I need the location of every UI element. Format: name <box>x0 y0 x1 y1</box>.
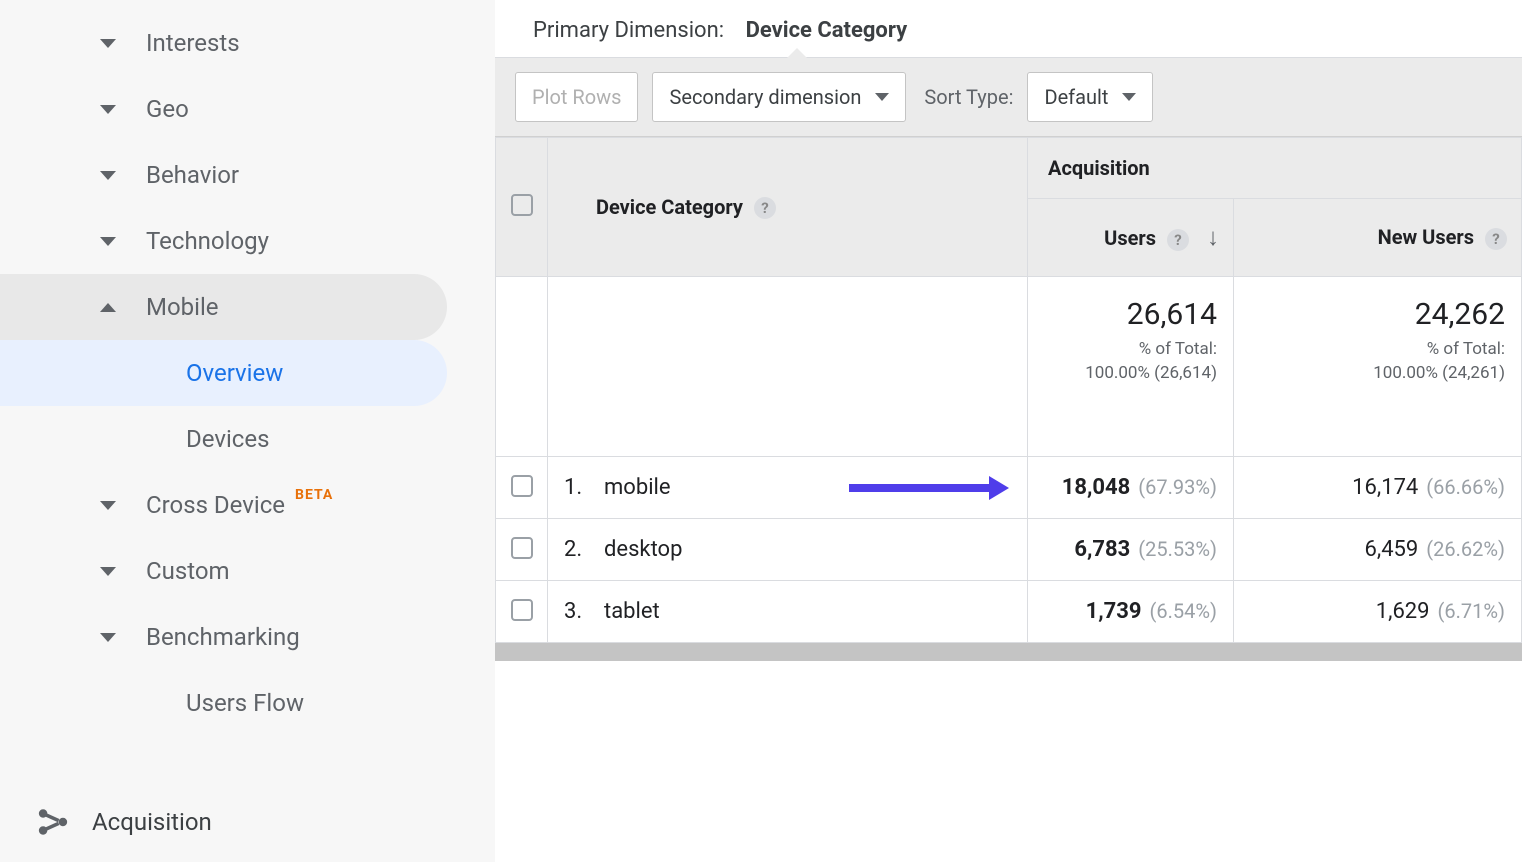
data-table: Device Category ? Acquisition Users ?↓ N… <box>495 137 1522 643</box>
checkbox-icon <box>511 194 533 216</box>
table-row[interactable]: 1.mobile 18,048(67.93%) 16,174(66.66%) <box>496 457 1522 519</box>
sidebar-item-label: Custom <box>146 557 230 585</box>
chevron-down-icon <box>1122 93 1136 101</box>
plot-rows-button[interactable]: Plot Rows <box>515 72 638 122</box>
sidebar-item-benchmarking[interactable]: Benchmarking <box>0 604 447 670</box>
main-content: Primary Dimension: Device Category Plot … <box>495 0 1522 862</box>
primary-dimension-bar: Primary Dimension: Device Category <box>495 0 1522 58</box>
chevron-down-icon <box>100 633 116 642</box>
sidebar-item-label: Mobile <box>146 293 219 321</box>
sidebar-item-custom[interactable]: Custom <box>0 538 447 604</box>
row-checkbox[interactable] <box>511 475 533 497</box>
primary-dimension-value[interactable]: Device Category <box>746 18 908 43</box>
section-acquisition[interactable]: Acquisition <box>0 782 495 862</box>
column-header-new-users[interactable]: New Users ? <box>1234 199 1522 277</box>
sidebar-item-label: Benchmarking <box>146 623 300 651</box>
sort-type-label: Sort Type: <box>924 85 1013 109</box>
help-icon[interactable]: ? <box>1485 228 1507 250</box>
sidebar-item-users-flow[interactable]: Users Flow <box>0 670 447 736</box>
sidebar-item-behavior[interactable]: Behavior <box>0 142 447 208</box>
chevron-down-icon <box>100 39 116 48</box>
sidebar-item-interests[interactable]: Interests <box>0 10 447 76</box>
select-all-header[interactable] <box>496 138 548 277</box>
data-table-wrap: Device Category ? Acquisition Users ?↓ N… <box>495 137 1522 862</box>
sidebar-item-devices[interactable]: Devices <box>0 406 447 472</box>
sort-type-select[interactable]: Default <box>1027 72 1153 122</box>
sidebar-item-label: Cross Device <box>146 491 285 519</box>
sidebar-item-technology[interactable]: Technology <box>0 208 447 274</box>
sidebar-item-cross-device[interactable]: Cross Device BETA <box>0 472 447 538</box>
sidebar-item-label: Devices <box>186 425 269 453</box>
horizontal-scrollbar[interactable] <box>495 643 1522 661</box>
sidebar-item-label: Geo <box>146 95 189 123</box>
table-toolbar: Plot Rows Secondary dimension Sort Type:… <box>495 58 1522 137</box>
row-checkbox[interactable] <box>511 599 533 621</box>
dimension-value[interactable]: desktop <box>604 537 682 562</box>
primary-dimension-label: Primary Dimension: <box>533 18 724 43</box>
section-label: Acquisition <box>92 808 212 836</box>
acquisition-icon <box>36 805 70 839</box>
summary-users: 26,614 % of Total:100.00% (26,614) <box>1028 277 1234 457</box>
chevron-up-icon <box>100 303 116 312</box>
help-icon[interactable]: ? <box>1167 229 1189 251</box>
dimension-value[interactable]: mobile <box>604 475 671 500</box>
sidebar-item-label: Behavior <box>146 161 239 189</box>
beta-badge: BETA <box>295 487 333 503</box>
column-header-users[interactable]: Users ?↓ <box>1028 199 1234 277</box>
sidebar-item-label: Users Flow <box>186 689 304 717</box>
column-header-device-category[interactable]: Device Category ? <box>548 138 1028 277</box>
chevron-down-icon <box>875 93 889 101</box>
chevron-down-icon <box>100 501 116 510</box>
chevron-down-icon <box>100 237 116 246</box>
summary-row: 26,614 % of Total:100.00% (26,614) 24,26… <box>496 277 1522 457</box>
chevron-down-icon <box>100 567 116 576</box>
sidebar-item-overview[interactable]: Overview <box>0 340 447 406</box>
nav-list: Interests Geo Behavior Technology Mobile… <box>0 10 495 752</box>
table-row[interactable]: 2.desktop 6,783(25.53%) 6,459(26.62%) <box>496 519 1522 581</box>
sidebar-item-mobile[interactable]: Mobile <box>0 274 447 340</box>
sidebar: Interests Geo Behavior Technology Mobile… <box>0 0 495 862</box>
column-group-acquisition: Acquisition <box>1028 138 1522 199</box>
help-icon[interactable]: ? <box>754 197 776 219</box>
sidebar-item-label: Interests <box>146 29 240 57</box>
dimension-value[interactable]: tablet <box>604 599 660 624</box>
summary-new-users: 24,262 % of Total:100.00% (24,261) <box>1234 277 1522 457</box>
sidebar-item-label: Technology <box>146 227 269 255</box>
sidebar-item-geo[interactable]: Geo <box>0 76 447 142</box>
secondary-dimension-select[interactable]: Secondary dimension <box>652 72 906 122</box>
row-checkbox[interactable] <box>511 537 533 559</box>
chevron-down-icon <box>100 171 116 180</box>
annotation-arrow-icon <box>849 473 1009 503</box>
table-row[interactable]: 3.tablet 1,739(6.54%) 1,629(6.71%) <box>496 581 1522 643</box>
sort-descending-icon: ↓ <box>1207 223 1219 252</box>
chevron-down-icon <box>100 105 116 114</box>
sidebar-item-label: Overview <box>186 359 283 387</box>
